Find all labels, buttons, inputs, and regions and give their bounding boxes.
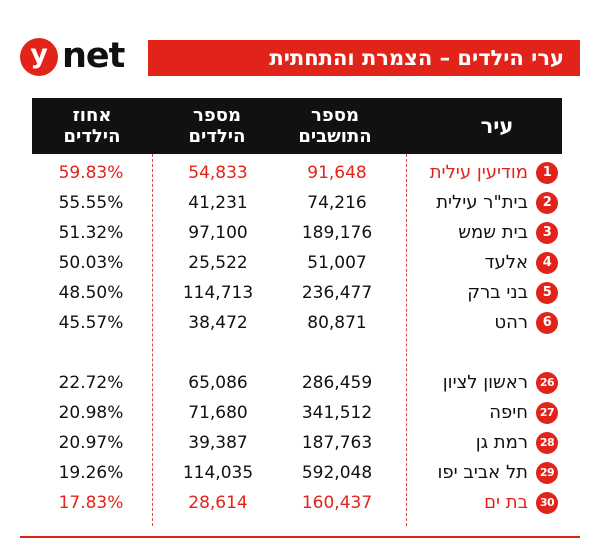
city-name-cell: רמת גן	[475, 432, 528, 453]
column-header-percent-line2: הילדים	[63, 126, 121, 147]
children-cell: 28,614	[188, 493, 248, 513]
residents-cell: 187,763	[301, 433, 373, 453]
children-cell: 97,100	[188, 223, 248, 243]
residents-cell: 236,477	[301, 283, 373, 303]
rank-badge: 4	[536, 252, 558, 274]
residents-cell: 341,512	[301, 403, 373, 423]
rank-badge: 30	[536, 492, 558, 514]
percent-cell: 45.57%	[58, 313, 124, 333]
dashed-divider-right	[406, 154, 407, 526]
column-header-city: עיר	[432, 98, 562, 154]
table-row: 19.26% 114,035 592,048 תל אביב יפו 29	[32, 458, 562, 488]
column-header-children-line1: מספר	[193, 105, 241, 126]
percent-cell: 59.83%	[58, 163, 124, 183]
children-cell: 41,231	[188, 193, 248, 213]
percent-cell: 20.97%	[58, 433, 124, 453]
ynet-logo: y net	[20, 36, 138, 76]
table-row: 55.55% 41,231 74,216 בית"ר עילית 2	[32, 188, 562, 218]
percent-cell: 55.55%	[58, 193, 124, 213]
column-header-percent-line1: אחוז	[72, 105, 112, 126]
dashed-divider-left	[152, 154, 153, 526]
children-cell: 71,680	[188, 403, 248, 423]
city-name-cell: בת ים	[484, 492, 528, 513]
rank-badge: 2	[536, 192, 558, 214]
city-name-cell: מודיעין עילית	[429, 162, 528, 183]
table-row: 22.72% 65,086 286,459 ראשון לציון 26	[32, 368, 562, 398]
chart-title: ערי הילדים – הצמרת והתחתית	[148, 40, 580, 76]
column-header-residents: מספר התושבים	[270, 98, 400, 154]
residents-cell: 286,459	[301, 373, 373, 393]
rank-badge: 3	[536, 222, 558, 244]
column-header-children: מספר הילדים	[152, 98, 282, 154]
column-header-residents-line1: מספר	[311, 105, 359, 126]
table-row: 51.32% 97,100 189,176 בית שמש 3	[32, 218, 562, 248]
residents-cell: 189,176	[301, 223, 373, 243]
residents-cell: 91,648	[307, 163, 367, 183]
bottom-rule	[20, 536, 580, 538]
city-name-cell: רהט	[494, 312, 528, 333]
table-row: 50.03% 25,522 51,007 אלעד 4	[32, 248, 562, 278]
children-cell: 38,472	[188, 313, 248, 333]
children-cell: 114,035	[182, 463, 254, 483]
percent-cell: 48.50%	[58, 283, 124, 303]
logo-circle: y	[20, 38, 58, 76]
city-name-cell: ראשון לציון	[442, 372, 528, 393]
city-name-cell: בית"ר עילית	[436, 192, 528, 213]
rank-badge: 27	[536, 402, 558, 424]
table-row: 59.83% 54,833 91,648 מודיעין עילית 1	[32, 158, 562, 188]
percent-cell: 17.83%	[58, 493, 124, 513]
residents-cell: 592,048	[301, 463, 373, 483]
table-row: 20.97% 39,387 187,763 רמת גן 28	[32, 428, 562, 458]
rank-badge: 29	[536, 462, 558, 484]
children-cell: 39,387	[188, 433, 248, 453]
children-cell: 65,086	[188, 373, 248, 393]
residents-cell: 74,216	[307, 193, 367, 213]
rank-badge: 26	[536, 372, 558, 394]
rank-badge: 5	[536, 282, 558, 304]
table-row: 45.57% 38,472 80,871 רהט 6	[32, 308, 562, 338]
percent-cell: 20.98%	[58, 403, 124, 423]
residents-cell: 160,437	[301, 493, 373, 513]
city-name-cell: אלעד	[484, 252, 528, 273]
children-cell: 25,522	[188, 253, 248, 273]
column-header-percent: אחוז הילדים	[32, 98, 152, 154]
column-header-city-label: עיר	[480, 113, 514, 138]
city-name-cell: בית שמש	[458, 222, 528, 243]
city-name-cell: תל אביב יפו	[437, 462, 528, 483]
residents-cell: 80,871	[307, 313, 367, 333]
children-cell: 54,833	[188, 163, 248, 183]
column-header-children-line2: הילדים	[188, 126, 246, 147]
percent-cell: 50.03%	[58, 253, 124, 273]
rank-badge: 1	[536, 162, 558, 184]
city-name-cell: בני ברק	[467, 282, 528, 303]
percent-cell: 22.72%	[58, 373, 124, 393]
table-row: 17.83% 28,614 160,437 בת ים 30	[32, 488, 562, 518]
rank-badge: 28	[536, 432, 558, 454]
percent-cell: 19.26%	[58, 463, 124, 483]
rank-badge: 6	[536, 312, 558, 334]
city-name-cell: חיפה	[489, 402, 528, 423]
column-header-residents-line2: התושבים	[298, 126, 372, 147]
children-cell: 114,713	[182, 283, 254, 303]
logo-word: net	[62, 36, 125, 76]
table-header: עיר מספר התושבים מספר הילדים אחוז הילדים	[32, 98, 562, 154]
percent-cell: 51.32%	[58, 223, 124, 243]
residents-cell: 51,007	[307, 253, 367, 273]
table-row: 20.98% 71,680 341,512 חיפה 27	[32, 398, 562, 428]
table-row: 48.50% 114,713 236,477 בני ברק 5	[32, 278, 562, 308]
